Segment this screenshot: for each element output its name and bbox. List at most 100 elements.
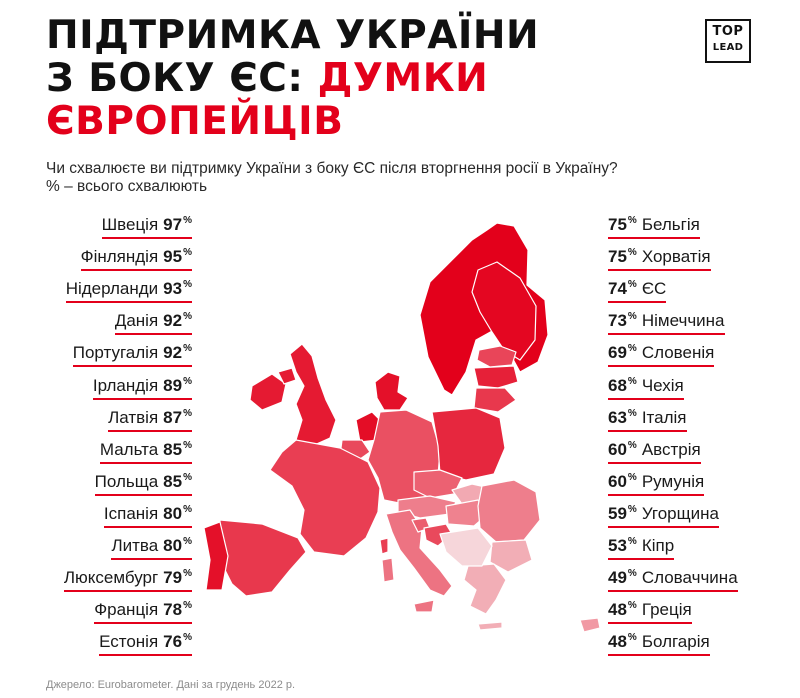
map-region-france [269, 439, 381, 557]
country-name: Австрія [641, 439, 701, 459]
percent-number: 80 [163, 503, 183, 523]
map-region-poland [431, 407, 506, 481]
row-underline [99, 654, 192, 657]
country-name: Кіпр [641, 536, 675, 555]
row-underline [111, 558, 192, 560]
map-region-denmark [374, 371, 409, 411]
survey-question: Чи схвалюєте ви підтримку України з боку… [46, 160, 786, 196]
percent-number: 75 [608, 215, 627, 234]
logo-top-text: TOP [712, 24, 744, 39]
percent-value: 93% [163, 278, 192, 303]
percent-value: 69% [608, 342, 637, 367]
country-row: 68% Чехія [608, 375, 684, 400]
country-name: Угорщина [641, 503, 719, 523]
percent-sign: % [183, 632, 192, 644]
country-row: Люксембург 79% [63, 567, 192, 593]
percent-sign: % [183, 215, 192, 226]
country-name: Латвія [108, 407, 159, 427]
question-line-2: % – всього схвалюють [46, 178, 208, 195]
percent-number: 93 [163, 279, 183, 299]
percent-value: 89% [163, 375, 192, 400]
percent-number: 80 [163, 536, 183, 555]
percent-value: 68% [608, 375, 637, 400]
percent-sign: % [183, 471, 192, 483]
percent-sign: % [183, 536, 192, 547]
percent-sign: % [627, 343, 637, 355]
percent-sign: % [627, 247, 637, 259]
country-name: Словенія [641, 343, 715, 363]
percent-value: 97% [163, 214, 192, 239]
percent-number: 74 [608, 279, 627, 299]
title-line-1: ПІДТРИМКА УКРАЇНИ [46, 13, 540, 58]
country-row: Португалія 92% [72, 342, 192, 368]
percent-value: 60% [608, 471, 637, 496]
country-row: Естонія 76% [99, 631, 192, 657]
percent-sign: % [183, 247, 192, 259]
country-row: Данія 92% [114, 310, 192, 336]
country-row: 60% Австрія [608, 439, 701, 464]
percent-number: 69 [608, 343, 627, 363]
percent-value: 85% [163, 471, 192, 496]
percent-number: 59 [608, 503, 627, 523]
country-row: 75% Бельгія [608, 214, 700, 239]
country-row: Польща 85% [94, 471, 192, 496]
percent-number: 89 [163, 375, 183, 395]
logo-bottom-text: LEAD [712, 42, 744, 53]
country-name: Люксембург [63, 568, 159, 588]
percent-number: 63 [608, 407, 627, 427]
percent-value: 85% [163, 439, 192, 464]
country-row: 60% Румунія [608, 471, 705, 496]
percent-number: 53 [608, 536, 627, 555]
row-underline [94, 493, 192, 496]
country-name: Мальта [99, 439, 159, 459]
map-region-sicily [413, 599, 435, 613]
percent-number: 49 [608, 568, 627, 588]
percent-sign: % [183, 407, 192, 419]
percent-sign: % [183, 568, 192, 580]
map-region-czechia [413, 469, 463, 499]
country-row: Фінляндія 95% [80, 246, 192, 272]
row-underline [608, 654, 710, 657]
country-name: Ірландія [92, 375, 159, 395]
country-name: Франція [94, 600, 159, 620]
percent-number: 85 [163, 471, 183, 491]
country-row: Ірландія 89% [92, 375, 192, 400]
country-row: Мальта 85% [99, 439, 192, 464]
percent-number: 85 [163, 439, 183, 459]
row-underline [608, 301, 667, 304]
percent-value: 49% [608, 567, 637, 592]
country-row: 75% Хорватія [608, 246, 711, 272]
country-row: Франція 78% [94, 599, 192, 625]
title-line-2-accent: ДУМКИ [317, 56, 489, 101]
percent-number: 73 [608, 311, 627, 331]
country-name: Словаччина [641, 568, 738, 588]
title-line-3-accent: ЄВРОПЕЙЦІВ [46, 99, 344, 144]
row-underline [608, 429, 687, 432]
percent-number: 97 [163, 215, 183, 234]
map-region-spain [219, 519, 307, 597]
row-underline [608, 461, 701, 464]
map-region-sardinia [381, 557, 395, 583]
percent-sign: % [627, 311, 637, 323]
country-name: Чехія [641, 375, 684, 395]
percent-sign: % [627, 632, 637, 644]
map-region-portugal [203, 521, 229, 591]
percent-value: 87% [163, 407, 192, 432]
percent-number: 92 [163, 343, 183, 363]
country-name: Нідерланди [65, 279, 159, 299]
country-name: Естонія [99, 632, 159, 652]
row-underline [608, 558, 675, 560]
row-underline [99, 461, 192, 464]
percent-value: 59% [608, 503, 637, 528]
percent-value: 48% [608, 599, 637, 624]
percent-number: 48 [608, 600, 627, 620]
country-row: 48% Болгарія [608, 631, 710, 657]
country-row: Латвія 87% [108, 407, 192, 432]
percent-value: 95% [163, 246, 192, 271]
percent-sign: % [627, 215, 637, 226]
source-note: Джерело: Eurobarometer. Дані за грудень … [46, 679, 296, 691]
row-underline [608, 397, 684, 400]
percent-value: 53% [608, 535, 637, 560]
country-row: 69% Словенія [608, 342, 715, 368]
percent-sign: % [183, 375, 192, 387]
